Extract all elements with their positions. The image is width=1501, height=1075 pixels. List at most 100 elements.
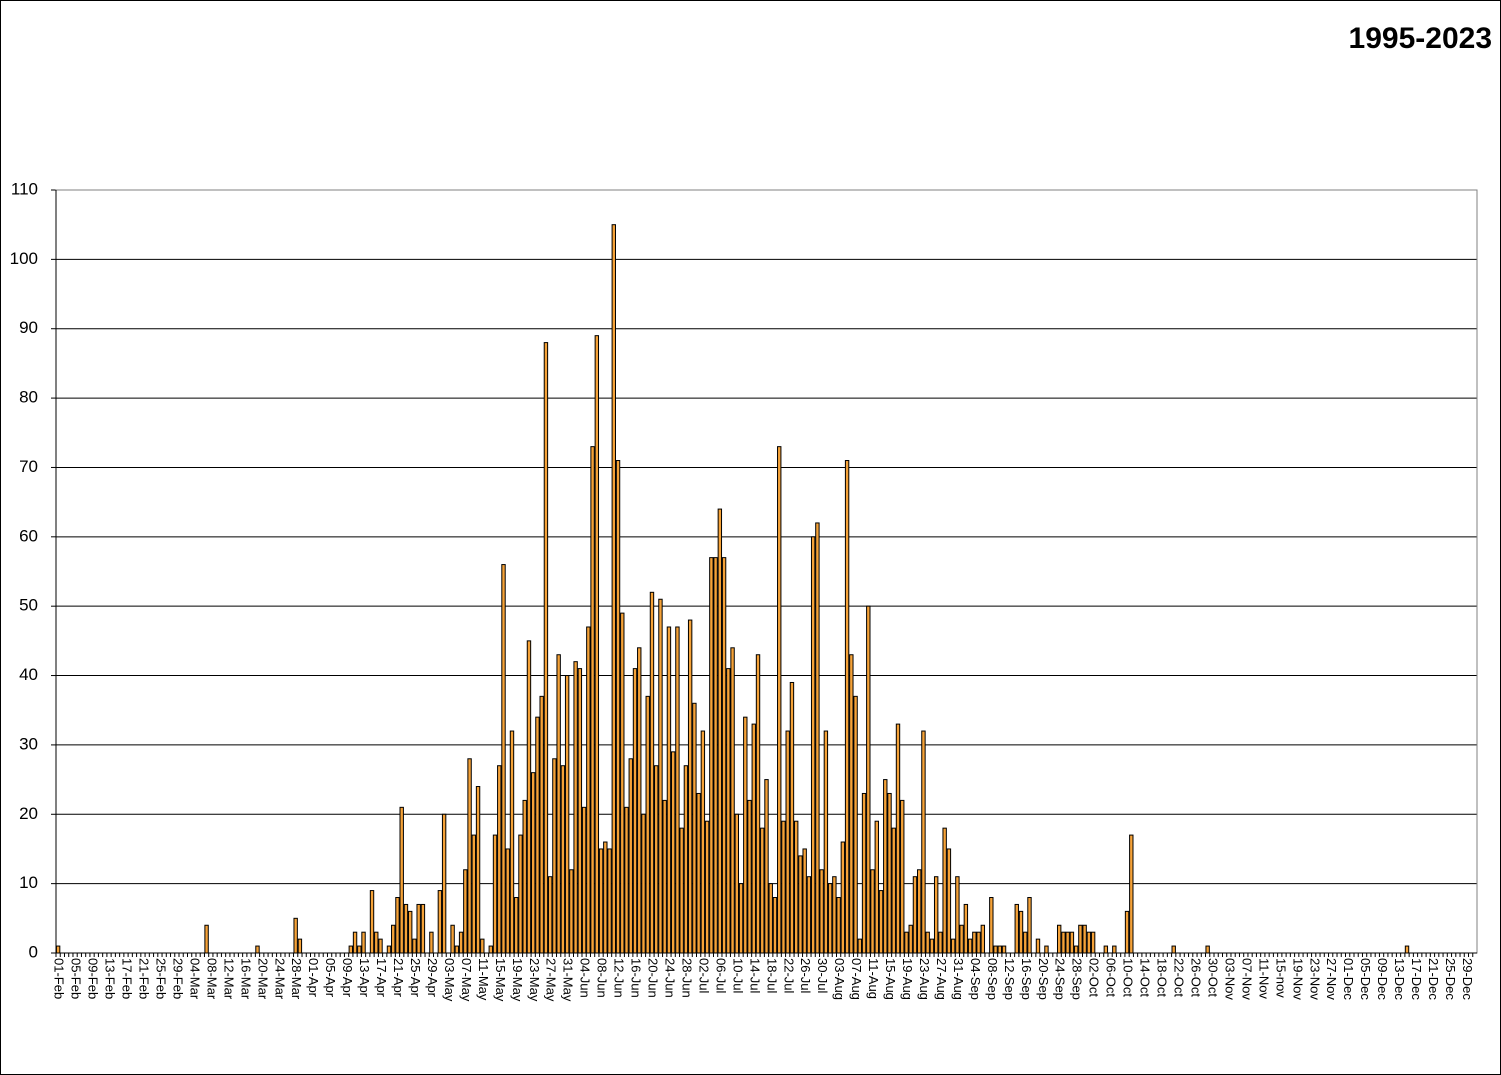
x-tick-label: 05-Feb [69, 958, 84, 999]
bar [1018, 910, 1024, 954]
x-tick-label: 10-Jul [730, 958, 745, 994]
bar [497, 765, 502, 954]
bar [929, 938, 935, 954]
x-tick-label: 03-Nov [1222, 958, 1237, 1000]
bar [717, 508, 723, 954]
bar [1090, 931, 1096, 954]
bar [1023, 931, 1028, 954]
x-tick-label: 13-Apr [357, 958, 372, 998]
y-tick-label: 80 [19, 388, 38, 407]
x-tick-label: 13-Feb [103, 958, 118, 999]
bar [488, 945, 493, 954]
bar [700, 730, 706, 954]
x-tick-label: 20-Sep [1036, 958, 1051, 1000]
bar [509, 730, 515, 954]
bar [615, 460, 621, 954]
bar [1069, 931, 1075, 954]
x-tick-label: 16-Mar [238, 958, 253, 1000]
bar [870, 869, 875, 954]
bar [641, 813, 646, 954]
bar [1112, 945, 1117, 954]
bar [348, 945, 354, 954]
bar [204, 924, 209, 954]
bar [726, 668, 731, 954]
y-tick-label: 60 [19, 526, 38, 545]
bar [654, 765, 659, 954]
bar [1014, 903, 1019, 954]
bar [458, 931, 464, 954]
bar [760, 827, 765, 954]
bar [696, 792, 701, 954]
bar [514, 897, 519, 954]
bar [810, 536, 816, 954]
bar [772, 897, 778, 954]
bar [531, 772, 536, 954]
x-tick-label: 30-Jul [815, 958, 830, 994]
bar [454, 945, 460, 954]
bar [420, 903, 426, 954]
x-tick-label: 22-Oct [1172, 958, 1187, 997]
x-tick-label: 19-Aug [900, 958, 915, 1000]
bar [967, 938, 973, 954]
x-tick-label: 10-Oct [1121, 958, 1136, 997]
bar [1073, 945, 1079, 954]
bar [407, 910, 413, 954]
x-tick-label: 31-Aug [951, 958, 966, 1000]
bar [942, 827, 947, 954]
bar [751, 723, 756, 954]
x-tick-label: 20-Mar [255, 958, 270, 1000]
bar [1061, 931, 1066, 954]
bar [997, 945, 1002, 954]
bar [959, 924, 964, 954]
x-tick-label: 12-Jun [612, 958, 627, 998]
bar [878, 890, 884, 954]
x-tick-label: 12-Sep [1002, 958, 1017, 1000]
x-tick-label: 11-Aug [866, 958, 881, 999]
bar [603, 841, 608, 954]
bar [628, 758, 633, 954]
bar [492, 834, 498, 954]
bar [675, 626, 680, 954]
x-tick-label: 07-Nov [1239, 958, 1254, 1000]
x-tick-label: 17-Dec [1409, 958, 1424, 1000]
bar [501, 564, 506, 954]
bar [450, 924, 455, 954]
x-tick-label: 29-Feb [170, 958, 185, 999]
x-tick-label: 28-Jun [679, 958, 694, 998]
x-tick-label: 04-Mar [187, 958, 202, 1000]
bar [1078, 924, 1083, 954]
x-tick-label: 09-Apr [340, 958, 355, 998]
bar [577, 668, 583, 954]
x-tick-label: 21-Apr [391, 958, 406, 998]
bar [378, 938, 383, 954]
bar [963, 903, 969, 954]
x-tick-label: 01-Apr [306, 958, 321, 998]
x-tick-label: 28-Mar [289, 958, 304, 1000]
bar [620, 612, 625, 954]
bar [798, 855, 803, 954]
bar [895, 723, 901, 954]
x-tick-label: 08-Jun [595, 958, 610, 998]
bar [357, 945, 362, 954]
x-tick-label: 04-Sep [968, 958, 983, 1000]
x-tick-label: 12-Mar [221, 958, 236, 1000]
x-tick-label: 24-Mar [272, 958, 287, 1000]
x-tick-label: 18-Jul [764, 958, 779, 994]
x-tick-label: 01-Feb [52, 958, 67, 999]
bar [976, 931, 981, 954]
bar [891, 827, 896, 954]
bar [764, 779, 769, 954]
x-tick-label: 31-May [561, 958, 576, 1002]
bar [738, 883, 744, 954]
bar [374, 931, 379, 954]
bar [391, 924, 396, 954]
bar [832, 876, 837, 954]
x-tick-label: 11-May [476, 958, 491, 1001]
x-tick-label: 27-Nov [1324, 958, 1339, 1000]
bar [793, 820, 799, 954]
bar [866, 605, 871, 954]
chart-title: 1995-2023 [1349, 22, 1492, 55]
x-tick-label: 24-Jun [663, 958, 678, 998]
bar [1124, 910, 1130, 954]
x-tick-label: 15-Aug [883, 958, 898, 1000]
